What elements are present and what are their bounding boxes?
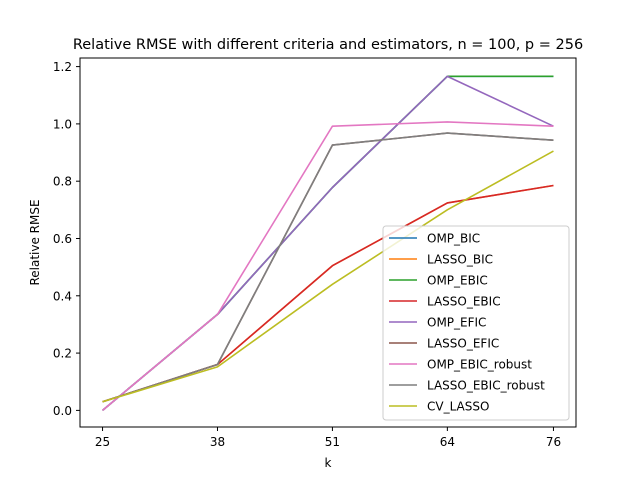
legend-label: OMP_BIC — [427, 232, 480, 246]
y-tick-label: 0.0 — [53, 404, 72, 418]
legend-entry: LASSO_BIC — [389, 253, 493, 267]
y-axis-label: Relative RMSE — [28, 199, 42, 285]
x-tick-label: 76 — [546, 435, 561, 449]
series-layer — [102, 75, 554, 411]
y-tick-label: 0.4 — [53, 289, 72, 303]
legend-label: LASSO_BIC — [427, 253, 493, 267]
x-axis: 25 38 51 64 76 — [95, 427, 561, 449]
legend-label: LASSO_EFIC — [427, 337, 499, 351]
x-tick-label: 25 — [95, 435, 110, 449]
legend-label: CV_LASSO — [427, 400, 489, 414]
legend-label: LASSO_EBIC — [427, 295, 501, 309]
y-tick-label: 0.8 — [53, 175, 72, 189]
y-axis: 0.0 0.2 0.4 0.6 0.8 1.0 1.2 — [53, 60, 80, 418]
x-tick-label: 51 — [325, 435, 340, 449]
legend-entry: LASSO_EFIC — [389, 337, 499, 351]
legend-entry: OMP_BIC — [389, 232, 480, 246]
y-tick-label: 0.6 — [53, 232, 72, 246]
y-tick-label: 1.2 — [53, 60, 72, 74]
series-line-lasso-ebic-robust — [102, 132, 554, 403]
chart-title: Relative RMSE with different criteria an… — [73, 37, 583, 53]
legend-entry: LASSO_EBIC_robust — [389, 379, 545, 393]
legend-entry: OMP_EBIC — [389, 274, 488, 288]
legend-label: OMP_EBIC — [427, 274, 488, 288]
legend-entry: CV_LASSO — [389, 400, 489, 414]
legend-entry: LASSO_EBIC — [389, 295, 501, 309]
legend-entry: OMP_EBIC_robust — [389, 358, 532, 372]
legend-box — [382, 225, 570, 421]
legend-label: OMP_EBIC_robust — [427, 358, 532, 372]
x-tick-label: 64 — [440, 435, 455, 449]
legend-entry: OMP_EFIC — [389, 316, 486, 330]
series-line-cv-lasso — [102, 150, 554, 403]
series-line-omp-ebic-robust — [102, 121, 554, 411]
y-tick-label: 1.0 — [53, 117, 72, 131]
legend: OMP_BIC LASSO_BIC OMP_EBIC LASSO_EBIC OMP_EF… — [382, 225, 570, 421]
plot-frame — [79, 57, 577, 428]
legend-label: OMP_EFIC — [427, 316, 486, 330]
x-tick-label: 38 — [210, 435, 225, 449]
x-axis-label: k — [325, 456, 332, 470]
legend-label: LASSO_EBIC_robust — [427, 379, 545, 393]
y-tick-label: 0.2 — [53, 347, 72, 361]
